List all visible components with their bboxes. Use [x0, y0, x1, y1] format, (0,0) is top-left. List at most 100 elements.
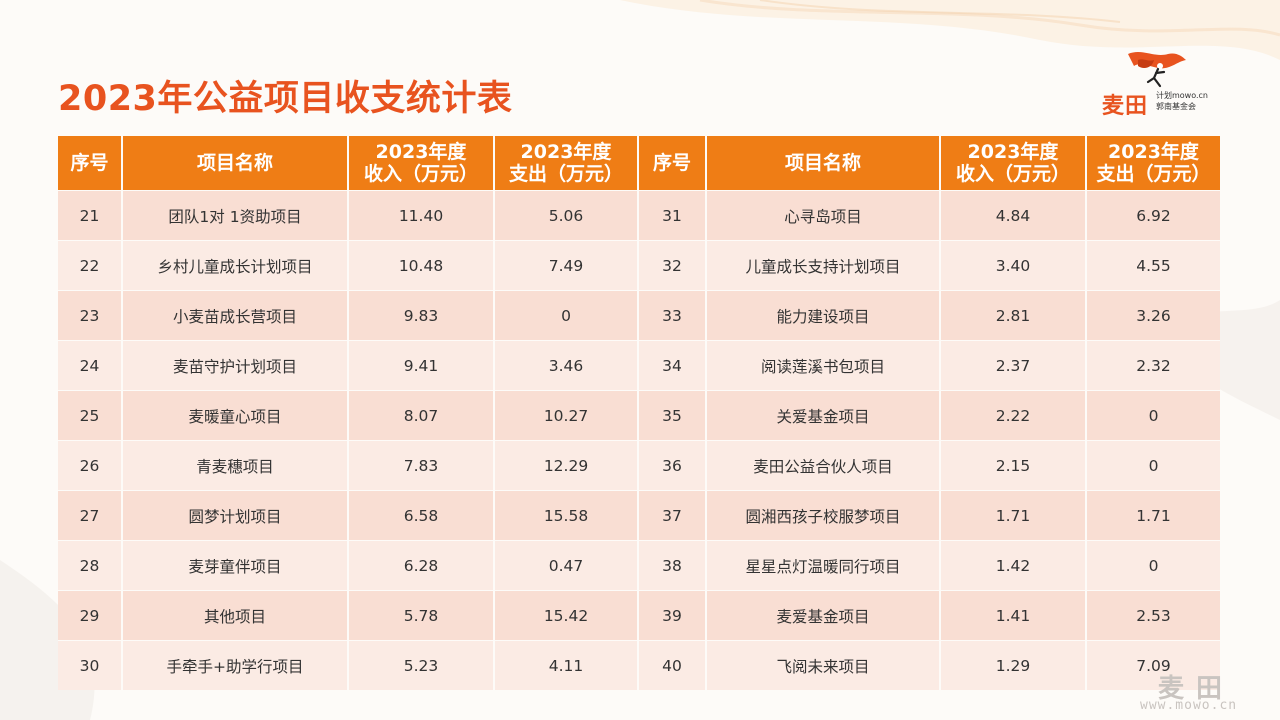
- cell-expense: 15.58: [494, 490, 639, 541]
- cell-seq: 25: [58, 390, 123, 441]
- cell-seq: 29: [58, 590, 123, 641]
- cell-project-name: 圆梦计划项目: [122, 490, 349, 541]
- table-row: 24 麦苗守护计划项目 9.41 3.46 34 阅读莲溪书包项目 2.37 2.32: [58, 340, 1220, 391]
- cell-expense: 7.49: [494, 240, 639, 291]
- cell-seq-2: 36: [638, 440, 707, 491]
- cell-expense: 5.06: [494, 190, 639, 241]
- cell-income-2: 1.71: [940, 490, 1087, 541]
- cell-expense-2: 1.71: [1086, 490, 1220, 541]
- cell-project-name: 手牵手+助学行项目: [122, 640, 349, 690]
- cell-expense: 15.42: [494, 590, 639, 641]
- cell-seq-2: 40: [638, 640, 707, 690]
- cell-expense: 12.29: [494, 440, 639, 491]
- header-income: 2023年度 收入（万元）: [348, 136, 495, 191]
- cell-expense-2: 4.55: [1086, 240, 1220, 291]
- cell-project-name-2: 儿童成长支持计划项目: [706, 240, 941, 291]
- table-row: 28 麦芽童伴项目 6.28 0.47 38 星星点灯温暖同行项目 1.42 0: [58, 540, 1220, 591]
- cell-income: 9.41: [348, 340, 495, 391]
- cell-income-2: 1.29: [940, 640, 1087, 690]
- cell-seq-2: 31: [638, 190, 707, 241]
- cell-seq-2: 37: [638, 490, 707, 541]
- table-row: 23 小麦苗成长营项目 9.83 0 33 能力建设项目 2.81 3.26: [58, 290, 1220, 341]
- cell-seq-2: 32: [638, 240, 707, 291]
- cell-expense-2: 0: [1086, 440, 1220, 491]
- table-row: 26 青麦穗项目 7.83 12.29 36 麦田公益合伙人项目 2.15 0: [58, 440, 1220, 491]
- cell-seq: 30: [58, 640, 123, 690]
- cell-income-2: 3.40: [940, 240, 1087, 291]
- cell-project-name-2: 麦爱基金项目: [706, 590, 941, 641]
- cell-income-2: 2.81: [940, 290, 1087, 341]
- cell-expense: 10.27: [494, 390, 639, 441]
- header-expense-2: 2023年度 支出（万元）: [1086, 136, 1220, 191]
- header-income-2: 2023年度 收入（万元）: [940, 136, 1087, 191]
- cell-income-2: 2.22: [940, 390, 1087, 441]
- header-expense: 2023年度 支出（万元）: [494, 136, 639, 191]
- cell-project-name: 青麦穗项目: [122, 440, 349, 491]
- cell-project-name-2: 麦田公益合伙人项目: [706, 440, 941, 491]
- cell-expense: 0.47: [494, 540, 639, 591]
- cell-seq-2: 39: [638, 590, 707, 641]
- table-body: 21 团队1对 1资助项目 11.40 5.06 31 心寻岛项目 4.84 6.92 22 乡村…: [58, 190, 1220, 690]
- cell-project-name-2: 圆湘西孩子校服梦项目: [706, 490, 941, 541]
- page-title: 2023年公益项目收支统计表: [58, 79, 513, 119]
- cell-income: 5.78: [348, 590, 495, 641]
- cell-project-name: 麦芽童伴项目: [122, 540, 349, 591]
- cell-project-name: 小麦苗成长营项目: [122, 290, 349, 341]
- cell-seq: 27: [58, 490, 123, 541]
- cell-expense-2: 7.09: [1086, 640, 1220, 690]
- header-project-name: 项目名称: [122, 136, 349, 191]
- cell-expense-2: 0: [1086, 540, 1220, 591]
- cell-project-name-2: 星星点灯温暖同行项目: [706, 540, 941, 591]
- cell-project-name-2: 阅读莲溪书包项目: [706, 340, 941, 391]
- cell-expense: 4.11: [494, 640, 639, 690]
- cell-project-name: 其他项目: [122, 590, 349, 641]
- cell-seq: 24: [58, 340, 123, 391]
- cell-income: 9.83: [348, 290, 495, 341]
- cell-seq: 21: [58, 190, 123, 241]
- cell-income: 8.07: [348, 390, 495, 441]
- table-row: 29 其他项目 5.78 15.42 39 麦爱基金项目 1.41 2.53: [58, 590, 1220, 641]
- cell-income: 6.58: [348, 490, 495, 541]
- table-row: 30 手牵手+助学行项目 5.23 4.11 40 飞阅未来项目 1.29 7.09: [58, 640, 1220, 690]
- cell-project-name: 团队1对 1资助项目: [122, 190, 349, 241]
- cell-income: 5.23: [348, 640, 495, 690]
- cell-income-2: 2.15: [940, 440, 1087, 491]
- cell-expense-2: 0: [1086, 390, 1220, 441]
- cell-expense-2: 2.32: [1086, 340, 1220, 391]
- flag-runner-icon: [1128, 52, 1186, 88]
- watermark: 麦田 www.mowo.cn: [1140, 668, 1280, 720]
- table-row: 27 圆梦计划项目 6.58 15.58 37 圆湘西孩子校服梦项目 1.71 1.71: [58, 490, 1220, 541]
- cell-expense-2: 2.53: [1086, 590, 1220, 641]
- cell-income-2: 1.42: [940, 540, 1087, 591]
- cell-income: 11.40: [348, 190, 495, 241]
- cell-income-2: 1.41: [940, 590, 1087, 641]
- cell-project-name: 麦苗守护计划项目: [122, 340, 349, 391]
- cell-seq: 23: [58, 290, 123, 341]
- header-project-name-2: 项目名称: [706, 136, 941, 191]
- cell-income-2: 4.84: [940, 190, 1087, 241]
- cell-income: 6.28: [348, 540, 495, 591]
- cell-expense: 0: [494, 290, 639, 341]
- cell-project-name-2: 能力建设项目: [706, 290, 941, 341]
- cell-seq-2: 35: [638, 390, 707, 441]
- cell-seq: 22: [58, 240, 123, 291]
- table-header-row: 序号 项目名称 2023年度 收入（万元） 2023年度 支出（万元） 序号 项目名…: [58, 136, 1220, 191]
- cell-income-2: 2.37: [940, 340, 1087, 391]
- header-seq-2: 序号: [638, 136, 707, 191]
- logo-brand-text: 麦田: [1102, 94, 1149, 119]
- logo-subtitle-1: 计划mowo.cn: [1156, 91, 1208, 100]
- cell-expense-2: 6.92: [1086, 190, 1220, 241]
- cell-seq-2: 38: [638, 540, 707, 591]
- cell-income: 7.83: [348, 440, 495, 491]
- watermark-brand: 麦田: [1158, 674, 1235, 704]
- table-row: 22 乡村儿童成长计划项目 10.48 7.49 32 儿童成长支持计划项目 3.40 4.5…: [58, 240, 1220, 291]
- cell-seq: 26: [58, 440, 123, 491]
- income-expense-table: 序号 项目名称 2023年度 收入（万元） 2023年度 支出（万元） 序号 项目名…: [58, 136, 1220, 690]
- watermark-url: www.mowo.cn: [1140, 698, 1238, 713]
- cell-expense: 3.46: [494, 340, 639, 391]
- cell-project-name: 乡村儿童成长计划项目: [122, 240, 349, 291]
- table-row: 21 团队1对 1资助项目 11.40 5.06 31 心寻岛项目 4.84 6.92: [58, 190, 1220, 241]
- logo-subtitle-2: 郭南基金会: [1156, 102, 1196, 111]
- cell-project-name-2: 关爱基金项目: [706, 390, 941, 441]
- cell-project-name-2: 飞阅未来项目: [706, 640, 941, 690]
